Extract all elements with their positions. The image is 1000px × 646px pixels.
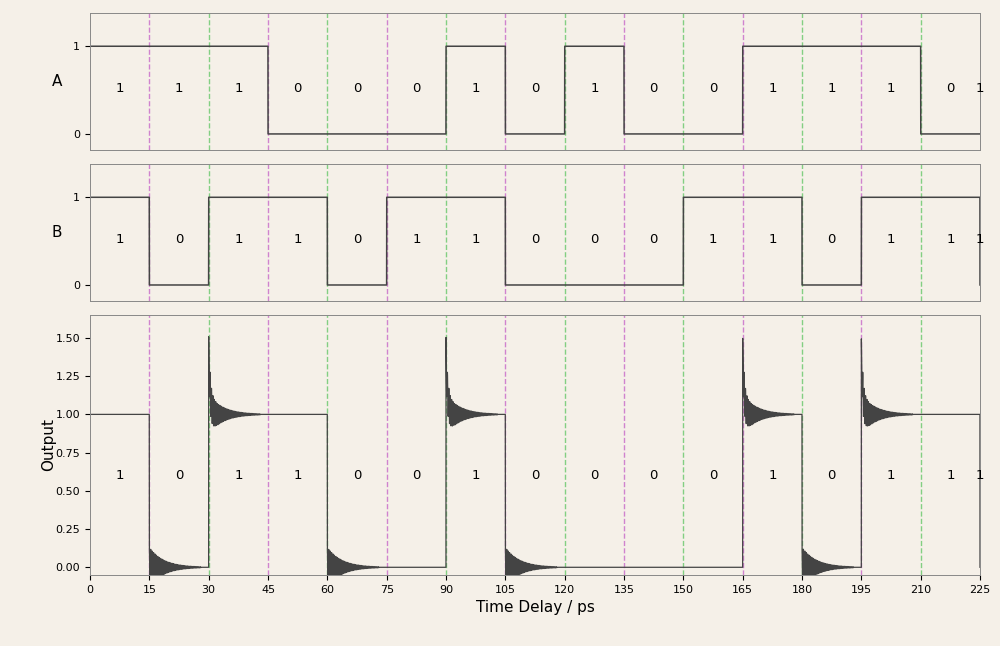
Text: 0: 0 (175, 469, 183, 482)
Text: 0: 0 (946, 82, 955, 95)
Text: 1: 1 (887, 82, 895, 95)
Text: 0: 0 (175, 233, 183, 246)
Text: 1: 1 (175, 82, 183, 95)
Text: 0: 0 (353, 82, 361, 95)
Text: 1: 1 (115, 82, 124, 95)
Text: 1: 1 (887, 469, 895, 482)
Text: 1: 1 (471, 469, 480, 482)
Text: 0: 0 (531, 82, 539, 95)
X-axis label: Time Delay / ps: Time Delay / ps (476, 600, 594, 615)
Text: 1: 1 (234, 82, 243, 95)
Text: 1: 1 (976, 82, 984, 95)
Text: 0: 0 (649, 469, 658, 482)
Text: 0: 0 (649, 233, 658, 246)
Y-axis label: Output: Output (41, 419, 56, 472)
Text: 0: 0 (827, 233, 836, 246)
Text: 1: 1 (976, 469, 984, 482)
Text: 1: 1 (946, 233, 955, 246)
Y-axis label: B: B (51, 225, 62, 240)
Text: 0: 0 (590, 469, 599, 482)
Text: 1: 1 (293, 469, 302, 482)
Text: 0: 0 (353, 233, 361, 246)
Text: 1: 1 (827, 82, 836, 95)
Text: 1: 1 (946, 469, 955, 482)
Text: 1: 1 (115, 233, 124, 246)
Text: 0: 0 (531, 233, 539, 246)
Text: 1: 1 (768, 469, 777, 482)
Text: 0: 0 (590, 233, 599, 246)
Text: 1: 1 (709, 233, 717, 246)
Text: 1: 1 (887, 233, 895, 246)
Text: 0: 0 (412, 82, 421, 95)
Text: 0: 0 (412, 469, 421, 482)
Text: 1: 1 (471, 82, 480, 95)
Text: 1: 1 (976, 233, 984, 246)
Text: 1: 1 (590, 82, 599, 95)
Text: 0: 0 (293, 82, 302, 95)
Text: 1: 1 (768, 233, 777, 246)
Text: 1: 1 (234, 233, 243, 246)
Text: 0: 0 (353, 469, 361, 482)
Text: 0: 0 (649, 82, 658, 95)
Text: 1: 1 (293, 233, 302, 246)
Text: 1: 1 (234, 469, 243, 482)
Text: 1: 1 (412, 233, 421, 246)
Text: 1: 1 (115, 469, 124, 482)
Text: 1: 1 (768, 82, 777, 95)
Text: 0: 0 (827, 469, 836, 482)
Text: 1: 1 (471, 233, 480, 246)
Text: 0: 0 (709, 469, 717, 482)
Y-axis label: A: A (51, 74, 62, 89)
Text: 0: 0 (531, 469, 539, 482)
Text: 0: 0 (709, 82, 717, 95)
